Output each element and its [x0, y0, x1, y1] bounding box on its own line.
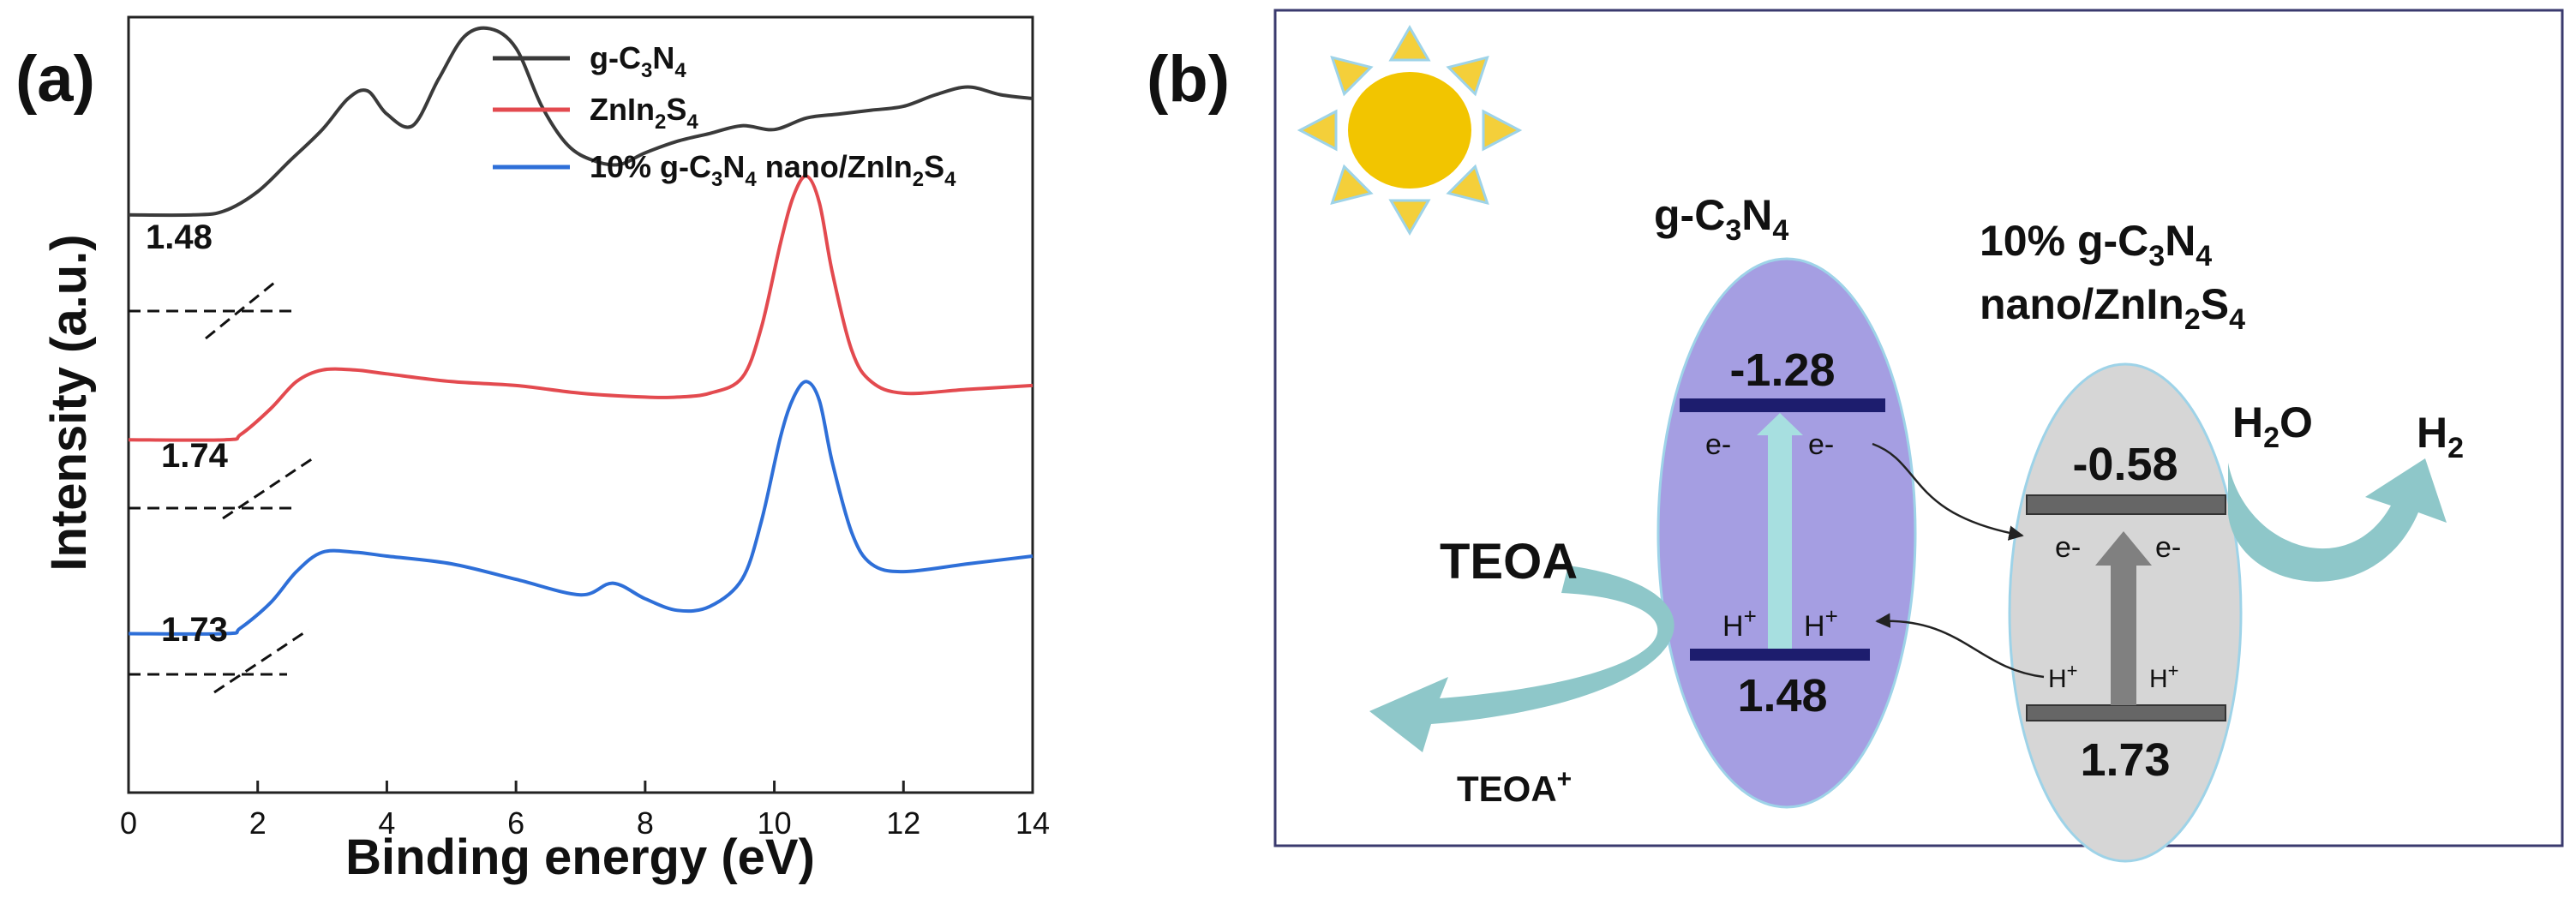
- composite-electron-right: e-: [2155, 531, 2181, 564]
- series-line-composite: [128, 380, 1033, 636]
- sun-ray: [1297, 109, 1338, 152]
- gcn-excitation-arrow-head: [1757, 413, 1803, 435]
- teoa-ox-label: TEOA+: [1457, 765, 1572, 809]
- gcn-electron-right: e-: [1808, 428, 1834, 461]
- x-tick-label: 8: [637, 805, 654, 841]
- sun-ray: [1388, 199, 1431, 236]
- hydrogen-label: H2: [2417, 409, 2464, 464]
- panel-a: (a) 0 2 4 6 8 10 12 14 Binding energy (eV) Inte…: [15, 15, 1050, 885]
- sun-ray: [1446, 164, 1489, 206]
- composite-conduction-band: [2026, 494, 2226, 515]
- tangent-comp-slope: [213, 628, 309, 694]
- composite-hole-right: H+: [2149, 660, 2179, 693]
- gcn-title: g-C3N4: [1654, 191, 1788, 247]
- gcn-vb-value: 1.48: [1737, 670, 1827, 721]
- series-line-gcn: [128, 26, 1033, 218]
- sun-ray: [1482, 109, 1523, 152]
- legend: g-C3N4 ZnIn2S4 10% g-C3N4 nano/ZnIn2S4: [493, 40, 956, 191]
- plot-area-frame: [127, 15, 1034, 794]
- gcn-excitation-arrow-shaft: [1768, 433, 1792, 649]
- composite-cb-value: -0.58: [2072, 439, 2178, 490]
- panel-b-label: (b): [1147, 43, 1230, 116]
- composite-vb-value: 1.73: [2080, 734, 2170, 786]
- x-tick-label: 6: [507, 805, 524, 841]
- legend-label-gcn: g-C3N4: [590, 40, 686, 82]
- teoa-label: TEOA: [1440, 534, 1578, 590]
- water-reduction-arrow: [2228, 458, 2447, 582]
- sun-disc: [1348, 72, 1471, 189]
- water-label: H2O: [2232, 398, 2313, 454]
- onset-label-zis: 1.74: [161, 437, 229, 475]
- x-tick-label: 14: [1015, 805, 1050, 841]
- x-axis-title: Binding energy (eV): [345, 829, 815, 885]
- sun-ray: [1330, 55, 1374, 97]
- sun-ray: [1330, 164, 1374, 206]
- gcn-hole-left: H+: [1722, 603, 1757, 643]
- onset-label-gcn: 1.48: [146, 219, 213, 256]
- gcn-hole-right: H+: [1804, 603, 1838, 643]
- panel-a-label: (a): [15, 43, 95, 116]
- composite-title-line1: 10% g-C3N4: [1980, 217, 2212, 272]
- gcn-electron-left: e-: [1705, 428, 1731, 461]
- teoa-oxidation-arrow: [1369, 566, 1674, 752]
- y-axis-title: Intensity (a.u.): [41, 234, 97, 571]
- x-tick-label: 4: [378, 805, 395, 841]
- composite-valence-band: [2026, 704, 2226, 721]
- composite-title-line2: nano/ZnIn2S4: [1980, 280, 2245, 336]
- hole-transfer-arrow: [1875, 613, 2045, 679]
- gcn-cb-value: -1.28: [1729, 344, 1835, 396]
- onset-tangents: [129, 281, 314, 694]
- composite-hole-left: H+: [2048, 660, 2078, 693]
- x-tick-label: 2: [249, 805, 267, 841]
- gcn-conduction-band: [1680, 398, 1885, 412]
- composite-electron-left: e-: [2055, 531, 2081, 564]
- sun-icon: [1297, 25, 1523, 236]
- x-tick-label: 12: [886, 805, 920, 841]
- series-layer: [128, 26, 1033, 636]
- composite-excitation-arrow-head: [2095, 531, 2152, 566]
- tangent-gcn-slope: [205, 281, 275, 340]
- x-axis: 0 2 4 6 8 10 12 14: [120, 781, 1050, 841]
- panel-b: (b) g-C3N4 -1.28 1.48 e- e- H+ H+ 10% g-…: [1147, 9, 2564, 863]
- sun-ray: [1446, 55, 1489, 97]
- legend-label-zis: ZnIn2S4: [590, 92, 698, 134]
- electron-transfer-arrow: [1872, 442, 2024, 541]
- composite-excitation-arrow-shaft: [2111, 561, 2136, 705]
- sun-ray: [1388, 25, 1431, 62]
- gcn-valence-band: [1690, 649, 1870, 661]
- series-line-zis: [128, 174, 1033, 442]
- x-tick-label: 0: [120, 805, 137, 841]
- legend-label-composite: 10% g-C3N4 nano/ZnIn2S4: [590, 149, 956, 191]
- onset-label-composite: 1.73: [161, 611, 228, 649]
- x-tick-label: 10: [758, 805, 792, 841]
